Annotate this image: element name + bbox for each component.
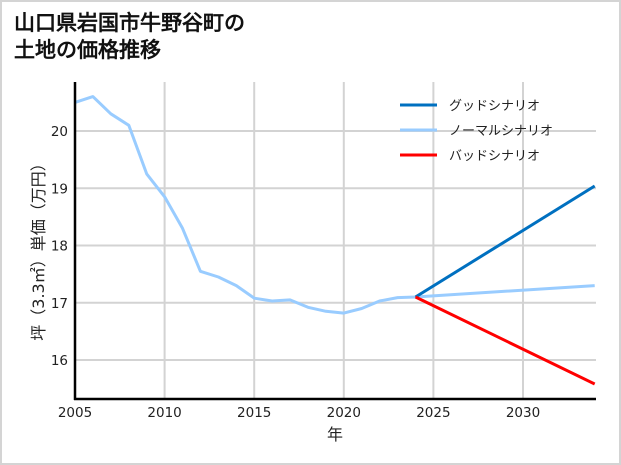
y-tick-labels: 16 17 18 19 20	[51, 124, 68, 369]
x-tick-label: 2005	[58, 405, 92, 421]
chart-title-line1: 山口県岩国市牛野谷町の	[14, 11, 245, 35]
legend-label-1: ノーマルシナリオ	[449, 124, 553, 139]
x-tick-label: 2030	[506, 405, 540, 421]
y-axis-label: 坪（3.3㎡）単価（万円）	[29, 155, 48, 340]
chart-title: 山口県岩国市牛野谷町の 土地の価格推移	[14, 10, 245, 64]
chart-title-line2: 土地の価格推移	[14, 38, 161, 62]
axes	[73, 82, 596, 401]
y-tick-label: 17	[51, 296, 68, 312]
x-tick-label: 2020	[327, 405, 361, 421]
y-tick-label: 18	[51, 239, 68, 255]
x-tick-labels: 2005 2010 2015 2020 2025 2030	[58, 405, 540, 421]
x-axis-label: 年	[327, 425, 343, 444]
y-tick-label: 19	[51, 181, 68, 197]
y-tick-label: 16	[51, 353, 68, 369]
series-line-0	[414, 184, 596, 299]
x-tick-label: 2010	[147, 405, 181, 421]
legend-label-0: グッドシナリオ	[449, 99, 540, 114]
series-line-2	[414, 295, 596, 386]
y-tick-label: 20	[51, 124, 68, 140]
grid-lines	[75, 82, 596, 399]
x-tick-label: 2025	[416, 405, 450, 421]
legend-label-2: バッドシナリオ	[449, 149, 540, 164]
series-line-1	[74, 95, 595, 315]
series-lines	[74, 95, 596, 386]
x-tick-label: 2015	[237, 405, 271, 421]
